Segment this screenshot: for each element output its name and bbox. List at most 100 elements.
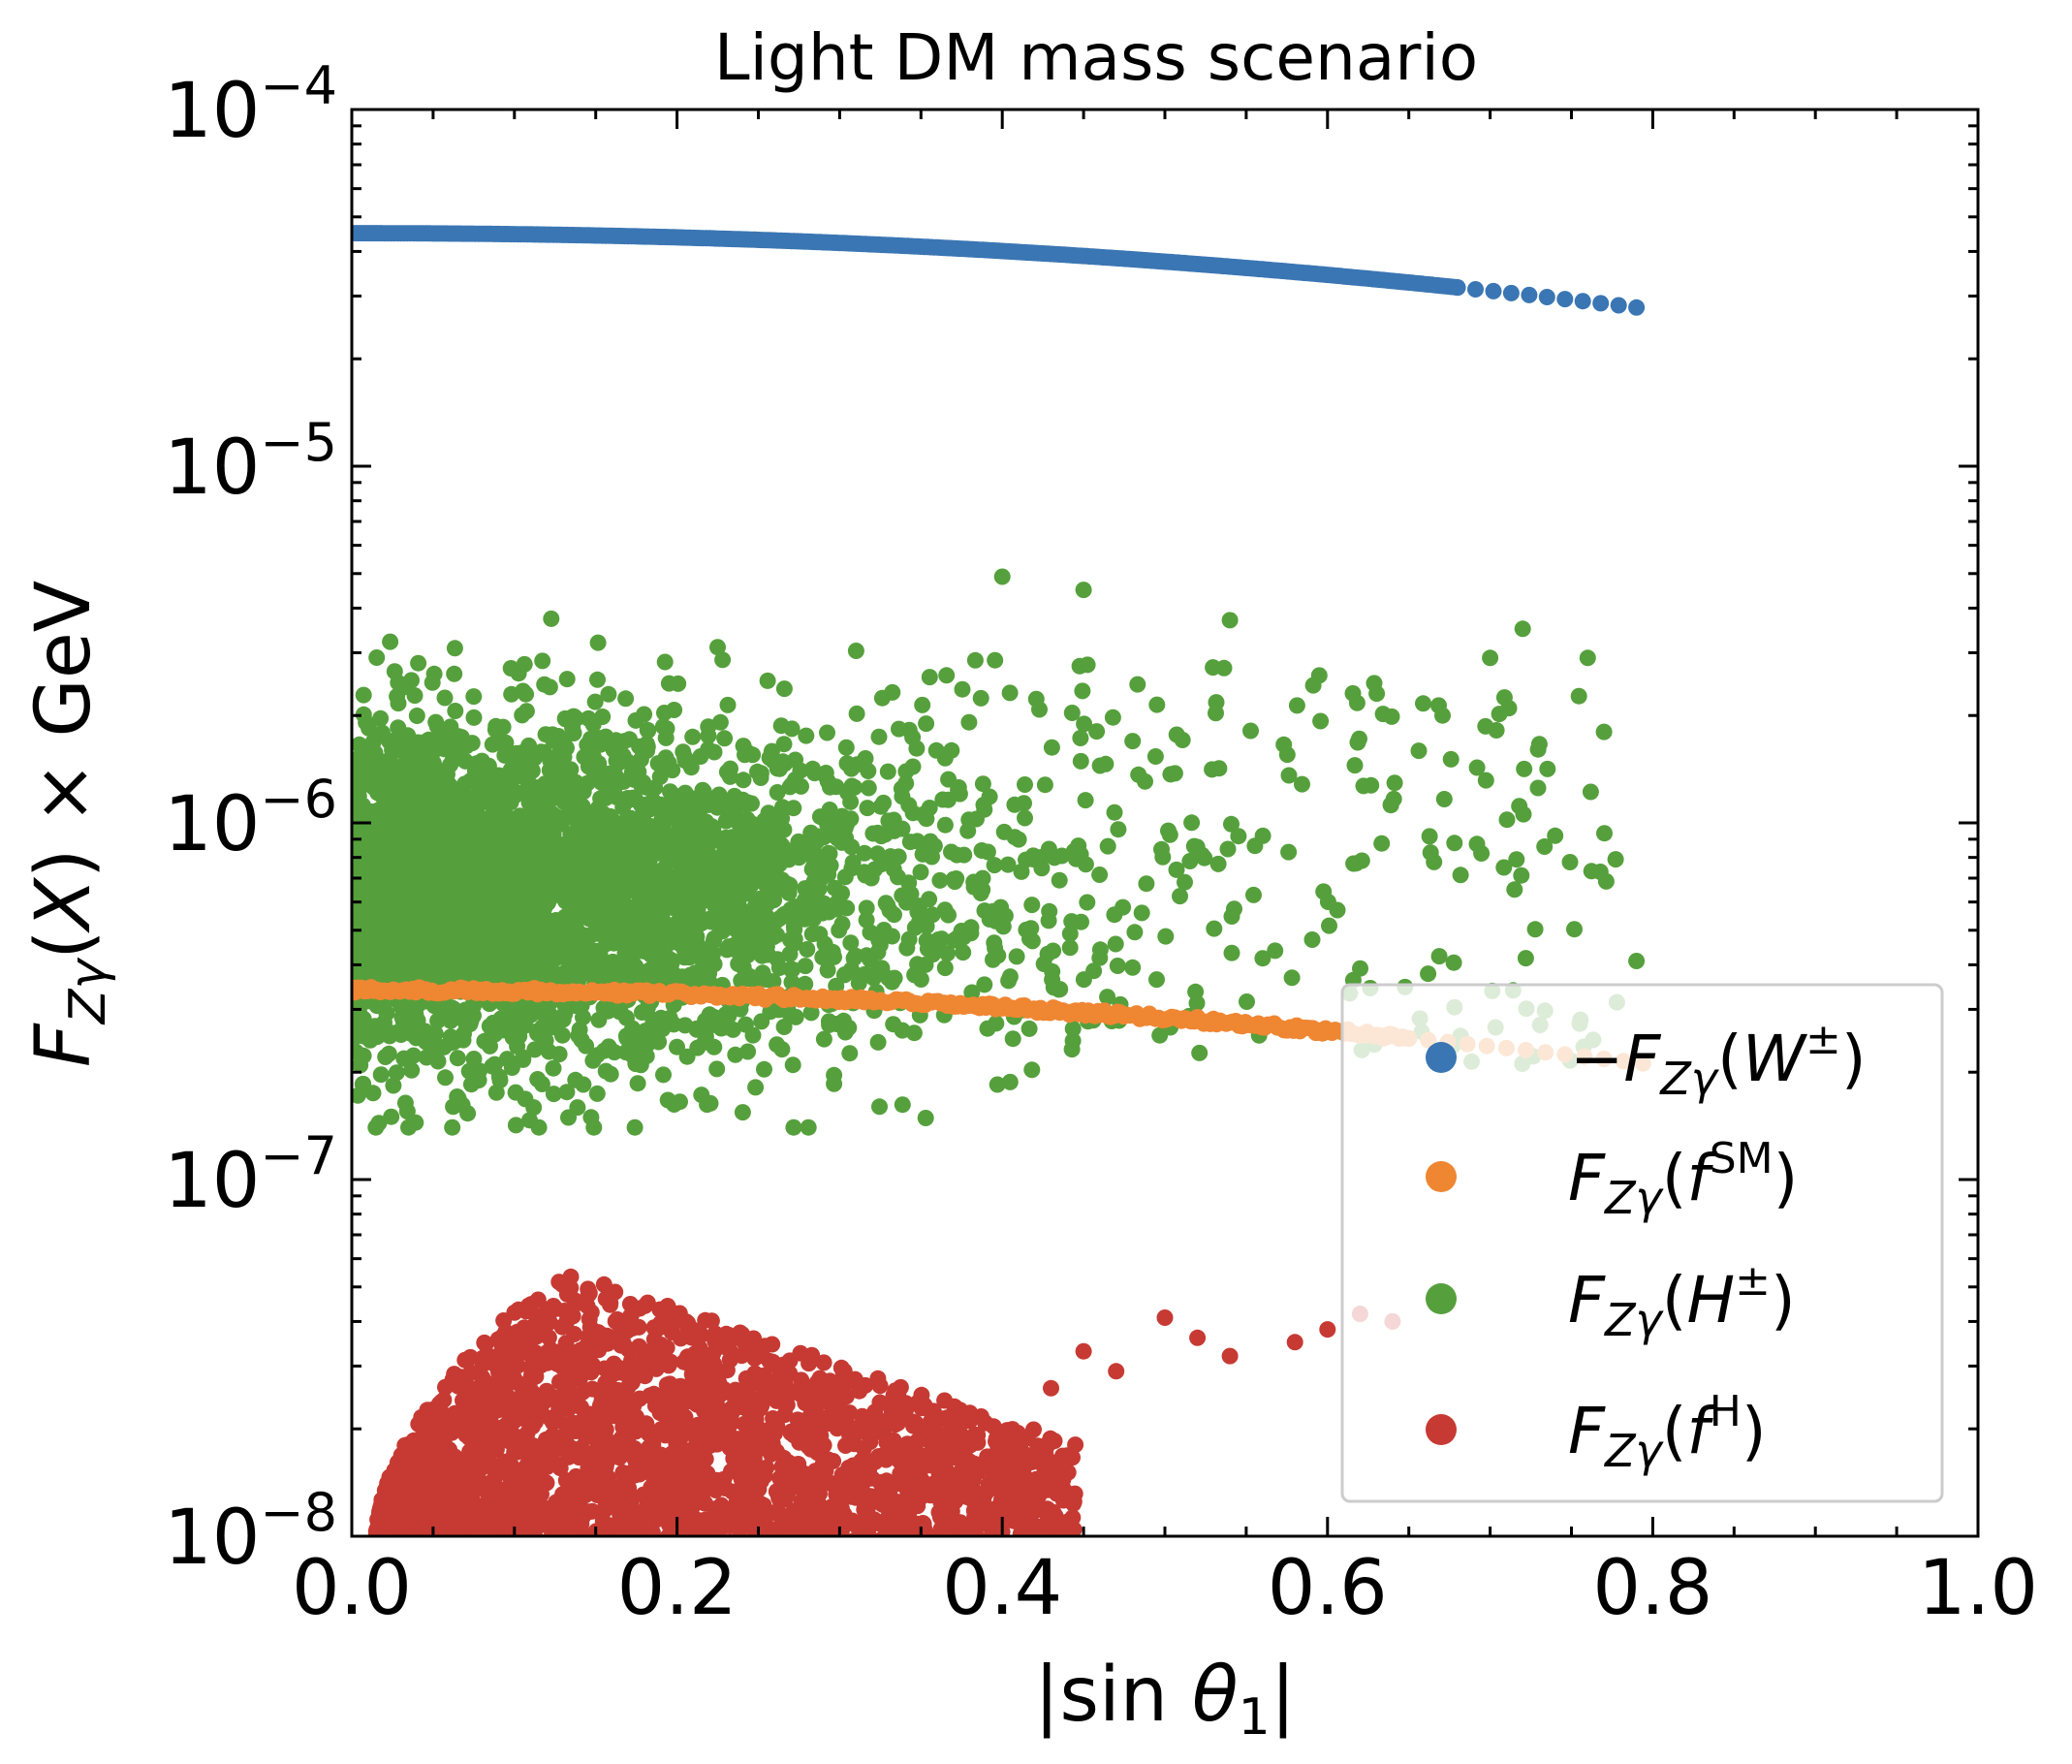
point-fH <box>1005 1496 1021 1513</box>
point-fH <box>1009 1425 1026 1441</box>
point-H <box>446 665 463 682</box>
point-fH <box>516 1489 533 1506</box>
point-H <box>1172 888 1188 905</box>
point-fH <box>869 1370 887 1387</box>
point-fH <box>802 1436 820 1454</box>
point-fH <box>851 1479 868 1496</box>
point-fH <box>478 1429 495 1446</box>
point-fH <box>941 1526 958 1536</box>
point-fH <box>916 1397 933 1414</box>
point-fH <box>697 1311 714 1329</box>
point-H <box>881 902 898 919</box>
point-H <box>763 742 780 760</box>
point-H <box>385 1077 402 1094</box>
point-fH <box>469 1443 486 1461</box>
point-fH <box>1189 1329 1207 1346</box>
point-fH <box>497 1323 515 1340</box>
point-fH <box>460 1406 477 1424</box>
point-H <box>529 1071 547 1087</box>
point-fH <box>486 1475 503 1493</box>
point-fH <box>533 1501 550 1519</box>
point-fH <box>706 1333 724 1350</box>
point-fH <box>609 1332 626 1349</box>
point-fH <box>474 1503 491 1521</box>
point-H <box>858 899 875 917</box>
point-fH <box>860 1427 877 1444</box>
point-H <box>372 1066 390 1084</box>
point-fH <box>1003 1480 1020 1497</box>
point-fH <box>816 1409 832 1427</box>
point-fH <box>536 1319 553 1337</box>
point-H <box>670 675 687 692</box>
point-H <box>1138 875 1155 893</box>
point-H <box>836 965 854 983</box>
point-H <box>719 696 737 713</box>
point-fH <box>561 1477 579 1495</box>
point-fH <box>637 1368 653 1385</box>
point-fH <box>858 1414 875 1432</box>
point-H <box>655 1066 672 1084</box>
point-fH <box>553 1318 571 1336</box>
point-fH <box>471 1475 488 1493</box>
point-fH <box>692 1457 709 1474</box>
point-H <box>775 736 793 753</box>
point-fH <box>550 1402 568 1420</box>
point-fH <box>676 1408 694 1426</box>
point-fH <box>453 1459 470 1476</box>
point-fH <box>507 1343 524 1360</box>
point-fH <box>621 1308 639 1326</box>
point-fH <box>620 1390 638 1407</box>
point-fH <box>1038 1505 1055 1523</box>
point-fH <box>1022 1505 1040 1523</box>
point-fH <box>619 1430 637 1446</box>
point-H <box>368 649 386 666</box>
point-fH <box>848 1517 864 1534</box>
point-fH <box>936 1392 954 1409</box>
point-fH <box>621 1296 639 1312</box>
point-fH <box>696 1399 713 1416</box>
point-H <box>1110 821 1127 838</box>
point-fH <box>600 1433 617 1450</box>
point-fH <box>535 1389 552 1406</box>
point-fH <box>688 1480 706 1497</box>
point-fH <box>1108 1363 1125 1380</box>
point-H <box>626 1118 644 1136</box>
point-H <box>659 1091 676 1109</box>
point-fH <box>515 1472 532 1490</box>
point-fH <box>834 1365 852 1382</box>
point-H <box>1061 939 1079 957</box>
point-fH <box>820 1388 837 1405</box>
point-H <box>747 1079 765 1096</box>
point-fH <box>744 1334 761 1351</box>
point-H <box>800 1118 817 1136</box>
point-H <box>447 703 464 719</box>
point-fH <box>597 1458 613 1475</box>
point-H <box>589 671 606 688</box>
point-fH <box>1050 1529 1066 1536</box>
point-H <box>946 873 963 891</box>
point-H <box>734 1104 751 1121</box>
point-fH <box>647 1458 665 1474</box>
point-H <box>837 739 855 756</box>
point-H <box>444 1118 461 1136</box>
point-fH <box>764 1353 781 1370</box>
point-fH <box>926 1474 944 1492</box>
point-H <box>1267 942 1284 960</box>
point-fH <box>418 1425 435 1442</box>
point-fH <box>581 1503 598 1521</box>
point-fH <box>777 1472 795 1490</box>
point-fH <box>456 1392 474 1409</box>
point-H <box>389 688 406 705</box>
point-H <box>775 680 793 698</box>
point-H <box>769 784 786 801</box>
point-fH <box>725 1450 742 1467</box>
point-fH <box>428 1458 446 1474</box>
point-fH <box>629 1419 646 1436</box>
point-fH <box>509 1504 526 1522</box>
point-H <box>859 800 876 817</box>
point-fH <box>528 1466 546 1483</box>
point-fH <box>764 1435 781 1452</box>
point-fH <box>564 1386 581 1403</box>
point-fH <box>873 1496 891 1513</box>
point-fH <box>506 1304 523 1321</box>
